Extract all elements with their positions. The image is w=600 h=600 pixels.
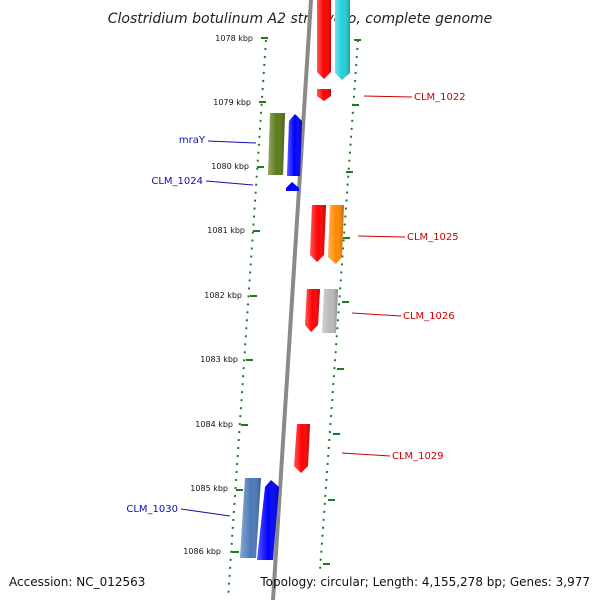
genome-backbone (271, 0, 313, 600)
feature-blue-2[interactable] (257, 480, 279, 560)
right-track-ticks (323, 39, 361, 565)
label-clm-1029[interactable]: CLM_1029 (392, 451, 444, 462)
label-clm-1026[interactable]: CLM_1026 (403, 311, 455, 322)
ruler-label: 1078 kbp (215, 34, 253, 43)
feature-red-1025[interactable] (310, 205, 326, 262)
feature-clm-1030[interactable] (240, 478, 261, 558)
ruler-label: 1079 kbp (213, 98, 251, 107)
label-clm-1024[interactable]: CLM_1024 (151, 176, 203, 187)
leader-line (207, 140, 257, 144)
ruler-label: 1082 kbp (204, 291, 242, 300)
ruler-label: 1081 kbp (207, 226, 245, 235)
label-clm-1025[interactable]: CLM_1025 (407, 232, 459, 243)
ruler-label: 1085 kbp (190, 484, 228, 493)
leader-line (341, 452, 391, 457)
leader-line (363, 95, 413, 98)
ruler-label: 1083 kbp (200, 355, 238, 364)
feature-red-1026[interactable] (305, 289, 320, 332)
label-mray[interactable]: mraY (179, 135, 206, 146)
feature-clm-1026[interactable] (322, 289, 338, 333)
feature-clm-1022[interactable] (317, 89, 331, 101)
feature-cyan-top[interactable] (335, 0, 350, 80)
label-clm-1030[interactable]: CLM_1030 (126, 504, 178, 515)
label-clm-1022[interactable]: CLM_1022 (414, 92, 466, 103)
ruler-label: 1086 kbp (183, 547, 221, 556)
accession-text: Accession: NC_012563 (9, 575, 145, 589)
feature-mray[interactable] (268, 113, 285, 175)
feature-red-top[interactable] (317, 0, 331, 79)
feature-blue-1[interactable] (287, 114, 302, 176)
feature-clm-1029[interactable] (294, 424, 310, 473)
map-title: Clostridium botulinum A2 str. Kyoto, com… (108, 11, 493, 27)
leader-line (357, 235, 406, 238)
ruler: 1078 kbp 1079 kbp 1080 kbp 1081 kbp 1082… (183, 34, 268, 556)
topology-text: Topology: circular; Length: 4,155,278 bp… (259, 575, 590, 589)
leader-line (351, 312, 402, 317)
right-dotted-track (319, 39, 359, 571)
leader-line (205, 180, 254, 186)
feature-clm-1025[interactable] (328, 205, 344, 264)
ruler-label: 1084 kbp (195, 420, 233, 429)
leader-line (180, 508, 231, 517)
ruler-label: 1080 kbp (211, 162, 249, 171)
feature-clm-1024[interactable] (286, 182, 299, 191)
